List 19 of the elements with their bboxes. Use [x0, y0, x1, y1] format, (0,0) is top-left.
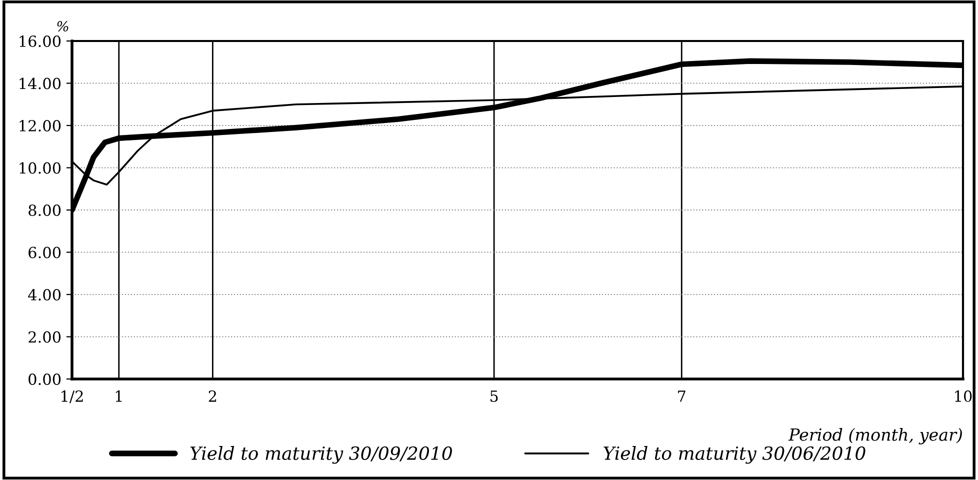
legend-label: Yield to maturity 30/09/2010: [190, 446, 452, 464]
y-tick-label: 12.00: [20, 120, 61, 132]
y-tick-label: 6.00: [28, 246, 61, 258]
y-tick-label: 16.00: [20, 35, 61, 48]
x-tick-label: 2: [208, 390, 216, 402]
x-tick-label: 1: [116, 390, 122, 402]
x-tick-label: 7: [678, 390, 686, 402]
y-tick-label: 0.00: [28, 373, 61, 386]
y-tick-label: 10.00: [20, 162, 61, 174]
legend-label: Yield to maturity 30/06/2010: [604, 446, 866, 464]
x-tick-label: 10: [955, 390, 972, 402]
x-axis-title: Period (month, year): [788, 428, 962, 444]
y-axis-title: %: [57, 21, 68, 32]
y-tick-label: 8.00: [28, 204, 61, 216]
x-tick-label: 5: [490, 390, 498, 402]
y-tick-label: 14.00: [20, 78, 61, 90]
x-tick-label: 1/2: [62, 390, 83, 404]
y-tick-label: 2.00: [28, 331, 61, 343]
y-tick-label: 4.00: [28, 288, 61, 301]
